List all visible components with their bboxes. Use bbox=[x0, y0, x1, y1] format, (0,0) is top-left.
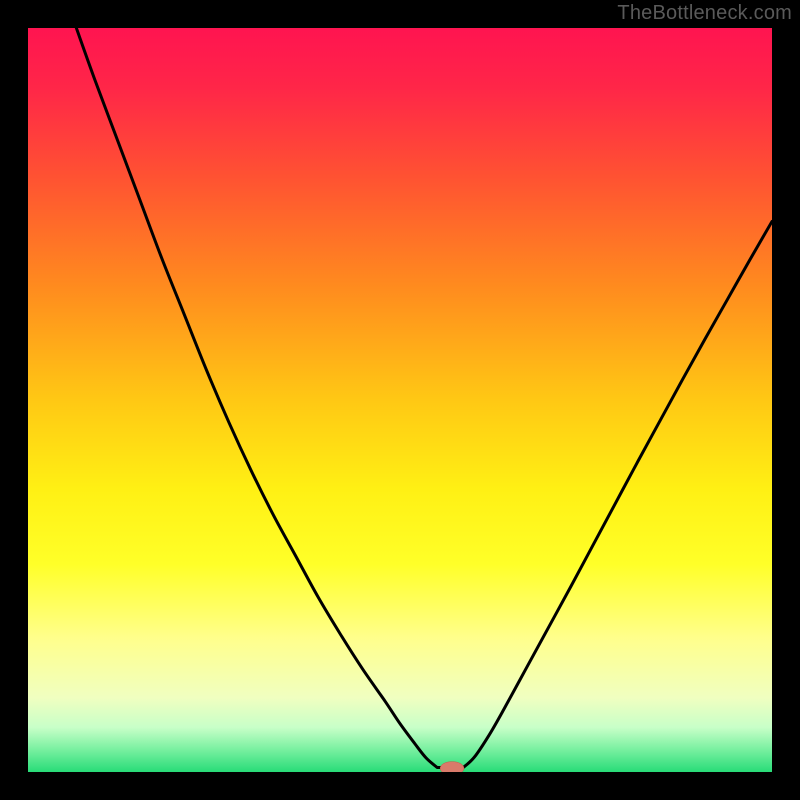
chart-background bbox=[28, 28, 772, 772]
chart-container: TheBottleneck.com bbox=[0, 0, 800, 800]
optimum-marker bbox=[440, 762, 464, 775]
bottleneck-chart bbox=[0, 0, 800, 800]
attribution-label: TheBottleneck.com bbox=[617, 2, 792, 25]
